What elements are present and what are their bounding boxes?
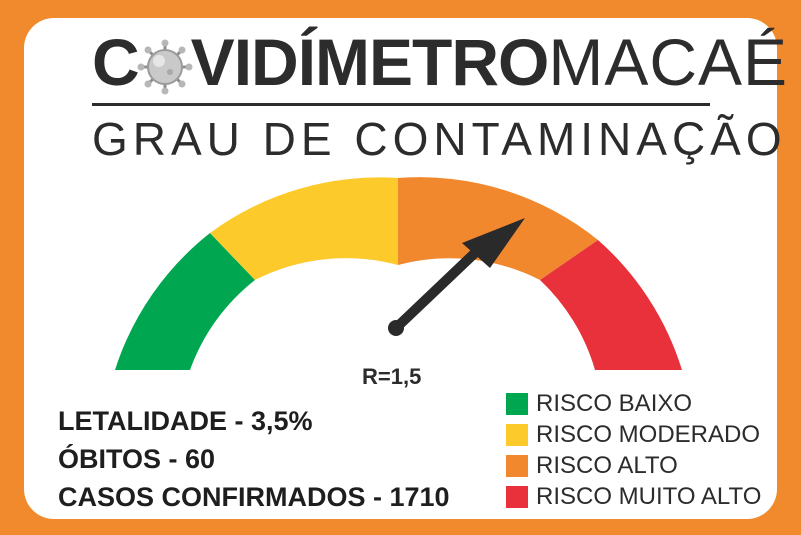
risk-legend: RISCO BAIXO RISCO MODERADO RISCO ALTO RI…: [506, 388, 761, 512]
page-subtitle: GRAU DE CONTAMINAÇÃO: [92, 113, 787, 165]
legend-swatch: [506, 392, 528, 415]
legend-item-muito-alto: RISCO MUITO ALTO: [506, 481, 761, 512]
infographic-card: [24, 18, 777, 519]
gauge-segment-baixo: [115, 233, 255, 370]
gauge-segment-moderado: [210, 177, 398, 280]
legend-label: RISCO ALTO: [536, 452, 678, 479]
virus-icon: [137, 36, 193, 95]
stat-casos: CASOS CONFIRMADOS - 1710: [58, 482, 450, 512]
stat-letalidade: LETALIDADE - 3,5%: [58, 406, 313, 436]
legend-label: RISCO MODERADO: [536, 421, 761, 448]
title-bold-start: C: [92, 25, 140, 99]
gauge-needle: [388, 218, 525, 336]
legend-swatch: [506, 485, 528, 508]
legend-item-baixo: RISCO BAIXO: [506, 388, 761, 419]
legend-item-moderado: RISCO MODERADO: [506, 419, 761, 450]
title-divider: [92, 103, 710, 106]
gauge-segment-muito-alto: [540, 240, 682, 370]
r-value-label: R=1,5: [362, 364, 422, 389]
gauge-segment-alto: [398, 177, 598, 280]
legend-item-alto: RISCO ALTO: [506, 450, 761, 481]
risk-gauge: [115, 177, 682, 370]
legend-label: RISCO MUITO ALTO: [536, 483, 762, 510]
legend-label: RISCO BAIXO: [536, 390, 693, 417]
page-title: C VIDÍMETROMACAÉ: [92, 25, 787, 99]
legend-swatch: [506, 423, 528, 446]
stat-obitos: ÓBITOS - 60: [58, 444, 216, 474]
title-bold-rest: VIDÍMETRO: [190, 25, 550, 99]
legend-swatch: [506, 454, 528, 477]
title-light: MACAÉ: [548, 25, 789, 99]
stats-block: LETALIDADE - 3,5% ÓBITOS - 60 CASOS CONF…: [58, 402, 450, 516]
